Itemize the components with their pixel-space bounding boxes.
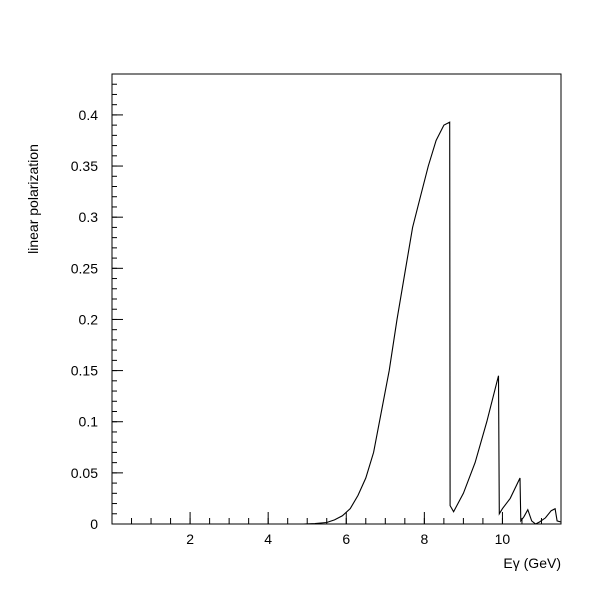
y-tick-label: 0.2	[79, 311, 99, 327]
x-tick-label: 4	[264, 531, 272, 547]
y-tick-label: 0	[90, 516, 98, 532]
y-tick-label: 0.25	[71, 260, 98, 276]
series-line	[303, 121, 562, 525]
y-tick-label: 0.4	[79, 107, 99, 123]
x-axis-label: Eγ (GeV)	[503, 555, 561, 571]
x-tick-label: 8	[420, 531, 428, 547]
y-axis-ticks: 0 0.05 0.1 0.15 0.2 0.25 0.3 0.35 0.4	[71, 107, 123, 532]
y-tick-label: 0.3	[79, 209, 99, 225]
y-tick-label: 0.35	[71, 158, 98, 174]
plot-frame	[111, 73, 562, 525]
y-tick-label: 0.1	[79, 414, 99, 430]
y-minor-ticks	[112, 83, 117, 515]
y-tick-label: 0.05	[71, 465, 98, 481]
y-axis-label: linear polarization	[25, 144, 41, 254]
x-tick-label: 2	[186, 531, 194, 547]
x-tick-label: 6	[342, 531, 350, 547]
x-tick-label: 10	[495, 531, 511, 547]
y-tick-label: 0.15	[71, 363, 98, 379]
x-axis-ticks: 2 4 6 8 10	[186, 512, 510, 547]
